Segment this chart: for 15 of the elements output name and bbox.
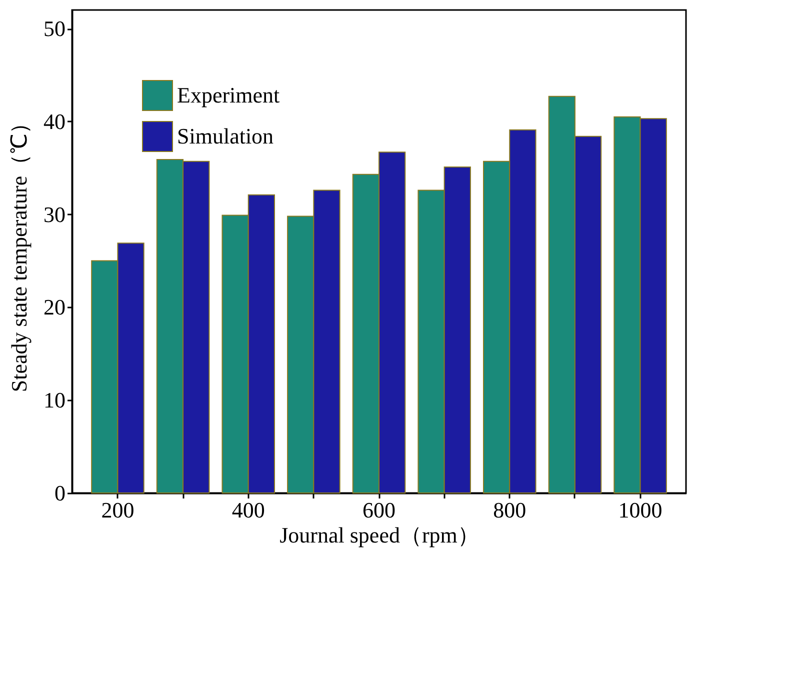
y-tick-label: 10 [44, 388, 66, 413]
x-tick-label: 400 [232, 498, 265, 522]
x-tick-label: 800 [493, 498, 526, 522]
x-tick-label: 600 [362, 498, 396, 522]
legend-label: Experiment [177, 82, 280, 108]
x-tick-label: 1000 [618, 498, 662, 522]
y-tick-label: 40 [44, 108, 66, 134]
y-tick-label: 20 [44, 294, 66, 320]
y-axis-title: Steady state temperature（℃） [6, 112, 32, 392]
legend-label: Simulation [177, 124, 274, 148]
y-tick-label: 0 [54, 480, 66, 506]
y-tick-label: 50 [44, 16, 66, 42]
y-tick-label: 30 [44, 202, 66, 227]
x-tick-label: 200 [101, 498, 134, 522]
x-axis-title: Journal speed（rpm） [280, 522, 480, 548]
